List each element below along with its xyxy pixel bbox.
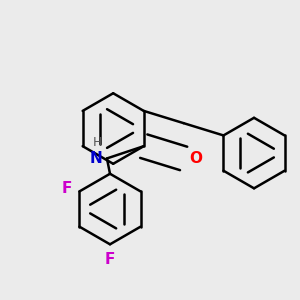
Text: N: N [90, 151, 102, 166]
Text: F: F [105, 252, 115, 267]
Text: F: F [61, 181, 72, 196]
Text: H: H [93, 136, 102, 149]
Text: O: O [190, 151, 203, 166]
